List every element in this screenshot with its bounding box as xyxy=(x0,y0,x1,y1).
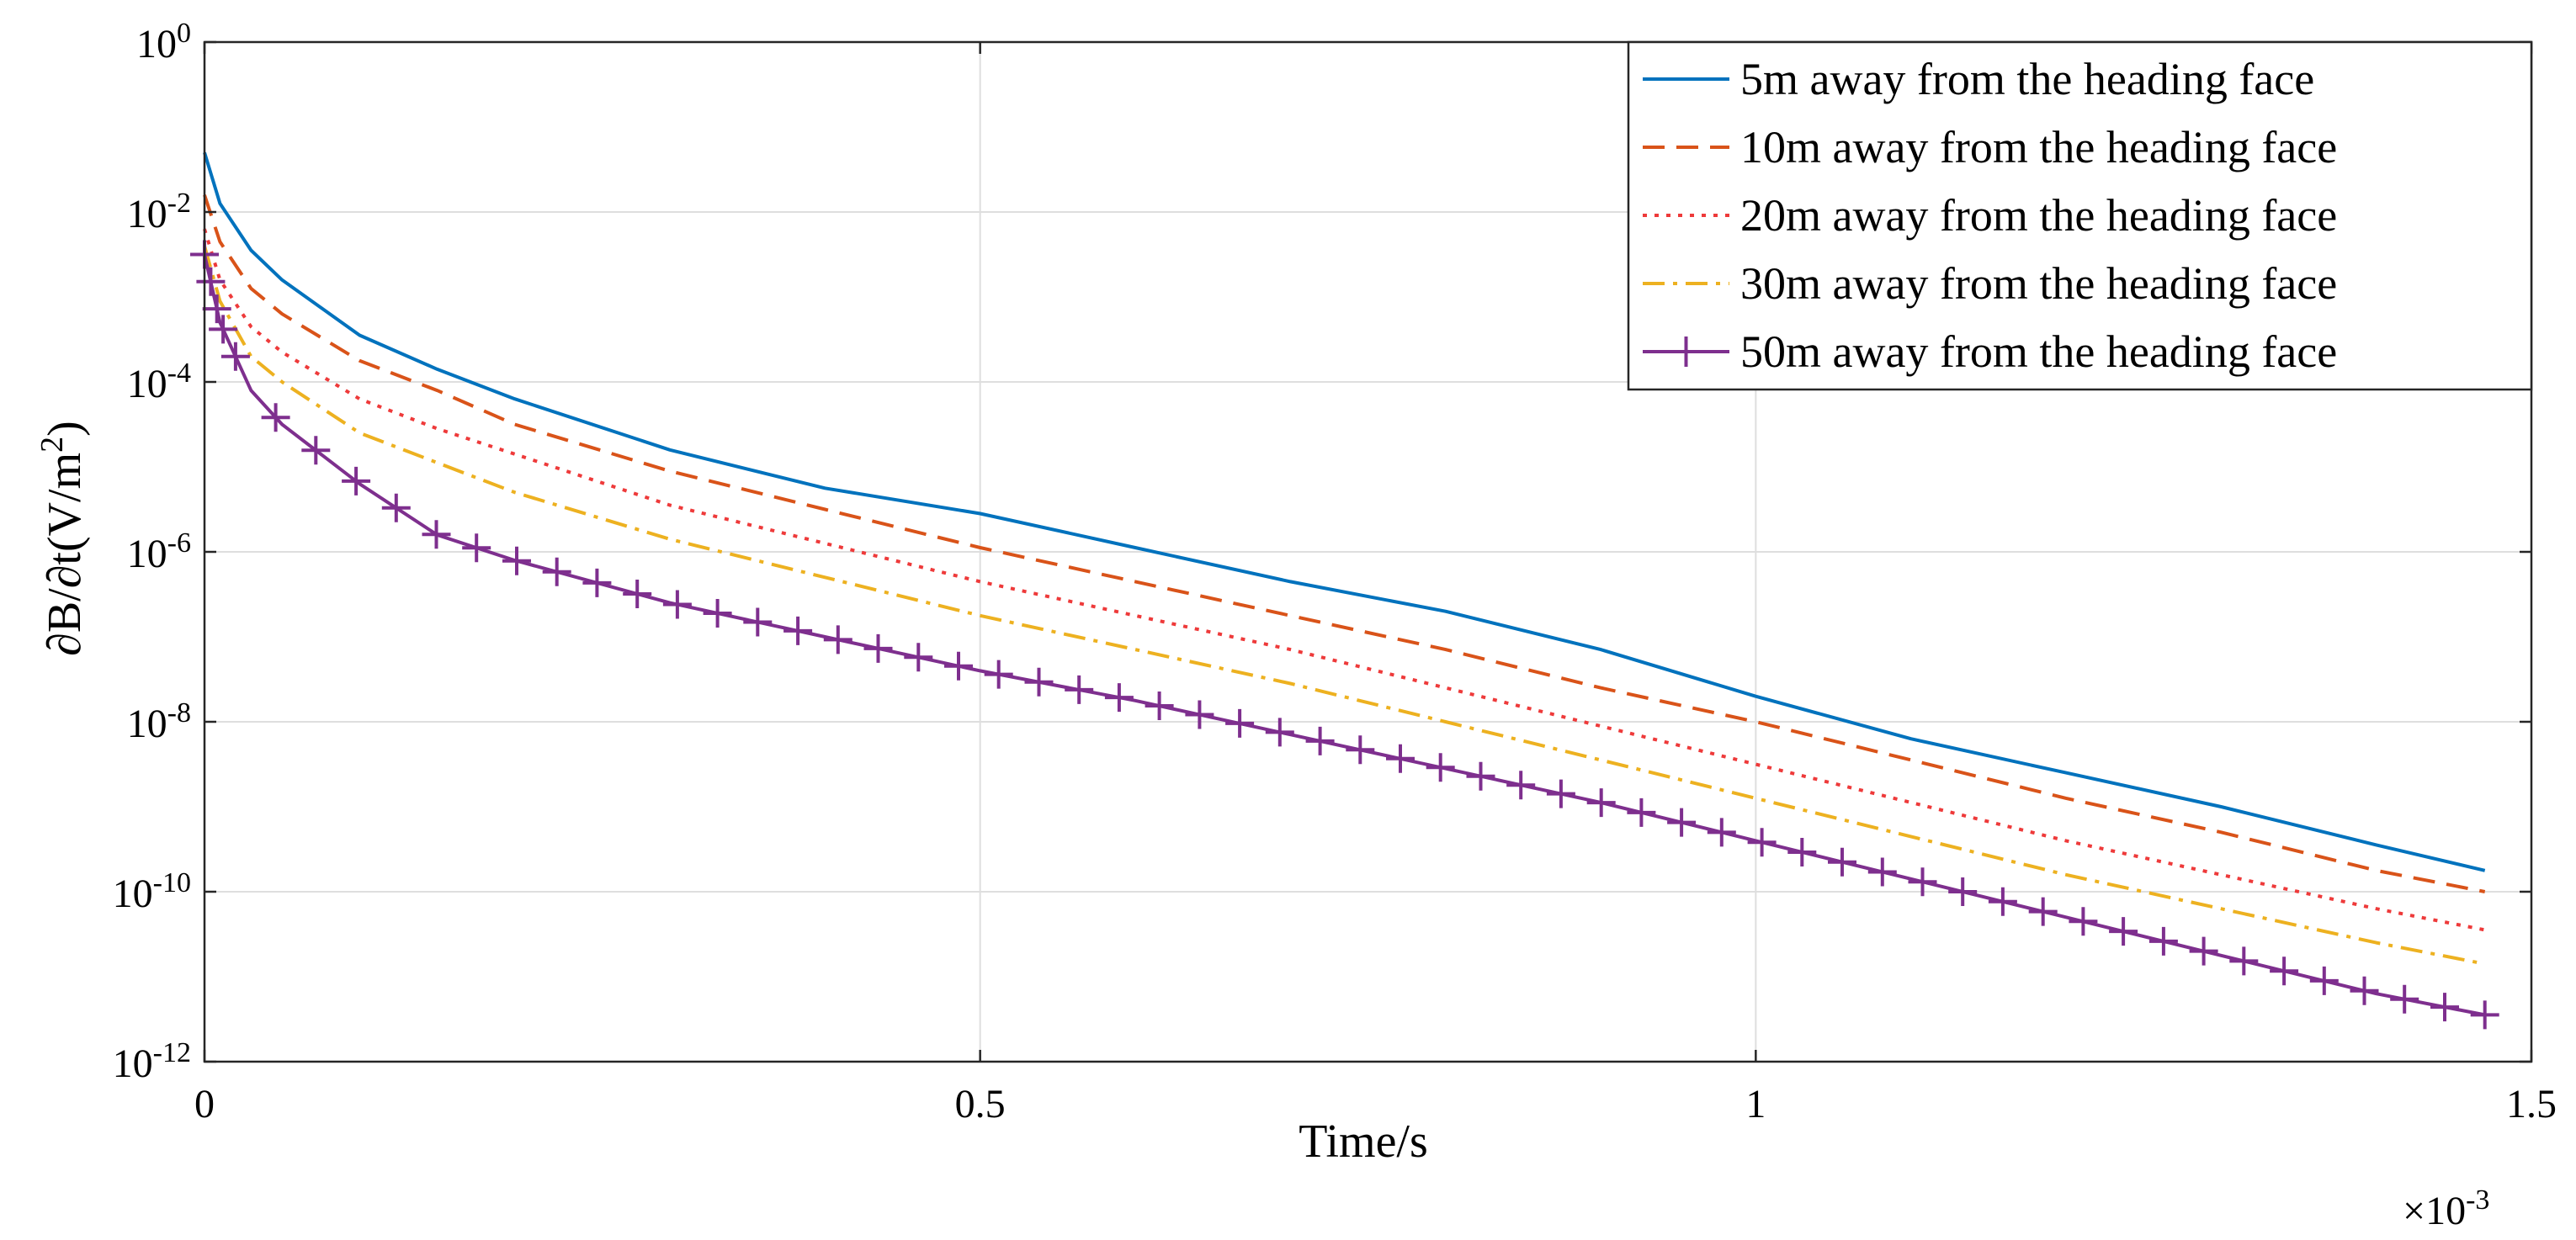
plot-frame xyxy=(203,40,2533,1063)
series-marker-4 xyxy=(863,633,893,663)
series-marker-4 xyxy=(2309,966,2339,995)
legend-entry-5m: 5m away from the heading face xyxy=(1643,54,2314,104)
series-line-0 xyxy=(203,151,2486,872)
series-marker-4 xyxy=(2069,907,2098,936)
series-marker-4 xyxy=(422,520,451,549)
series-marker-4 xyxy=(904,643,933,672)
series-marker-4 xyxy=(462,533,491,563)
y-tick-label: 10-8 xyxy=(127,697,191,747)
series-marker-4 xyxy=(1265,718,1294,747)
series-marker-4 xyxy=(2430,993,2459,1022)
series-marker-4 xyxy=(1104,683,1134,713)
series-marker-4 xyxy=(2229,946,2259,976)
series-marker-4 xyxy=(703,599,732,628)
legend-entry-30m: 30m away from the heading face xyxy=(1643,258,2337,309)
series-marker-4 xyxy=(196,267,226,296)
series-marker-4 xyxy=(202,294,231,324)
series-marker-4 xyxy=(1386,744,1415,773)
series-marker-4 xyxy=(743,607,773,637)
series-marker-4 xyxy=(342,466,371,495)
y-tick-label: 10-6 xyxy=(127,527,191,577)
series-marker-4 xyxy=(1466,761,1495,791)
series-line-1 xyxy=(203,194,2486,893)
series-marker-4 xyxy=(1426,753,1455,782)
x-tick-label: 1 xyxy=(1745,1082,1766,1126)
series-marker-4 xyxy=(2189,936,2218,966)
legend-entry-10m: 10m away from the heading face xyxy=(1643,122,2337,172)
series-marker-4 xyxy=(2470,1000,2499,1030)
series-marker-4 xyxy=(1225,708,1255,738)
legend-label-10m: 10m away from the heading face xyxy=(1740,122,2337,172)
series-marker-4 xyxy=(381,493,411,522)
series-marker-4 xyxy=(1185,700,1214,729)
series-marker-4 xyxy=(1908,867,1937,897)
series-marker-4 xyxy=(2270,956,2299,986)
legend-marker-50m xyxy=(1670,336,1702,367)
series-marker-4 xyxy=(1305,726,1335,755)
legend-label-30m: 30m away from the heading face xyxy=(1740,258,2337,309)
series-marker-4 xyxy=(1024,667,1054,697)
series-marker-4 xyxy=(2109,917,2138,946)
legend-label-5m: 5m away from the heading face xyxy=(1740,54,2314,104)
series-marker-4 xyxy=(1627,798,1656,827)
series-marker-4 xyxy=(1747,828,1777,857)
series-marker-4 xyxy=(783,616,813,645)
series-marker-4 xyxy=(301,436,331,465)
series-marker-4 xyxy=(1506,771,1536,800)
legend-label-50m: 50m away from the heading face xyxy=(1740,326,2337,377)
x-tick-label: 1.5 xyxy=(2506,1082,2557,1126)
y-tick-label: 100 xyxy=(136,18,191,67)
y-tick-label: 10-4 xyxy=(127,358,191,407)
series-line-2 xyxy=(203,228,2486,932)
series-marker-4 xyxy=(261,403,290,432)
y-tick-label: 10-12 xyxy=(113,1037,191,1087)
series-marker-4 xyxy=(2148,926,2178,956)
legend-entry-20m: 20m away from the heading face xyxy=(1643,190,2337,241)
legend-label-20m: 20m away from the heading face xyxy=(1740,190,2337,241)
x-tick-label: 0 xyxy=(194,1082,215,1126)
series-marker-4 xyxy=(1988,887,2017,916)
series-marker-4 xyxy=(2028,897,2058,926)
series-marker-4 xyxy=(1346,735,1375,765)
legend-box xyxy=(1627,40,2533,391)
series-marker-4 xyxy=(984,660,1013,689)
series-marker-4 xyxy=(1948,877,1978,906)
legend: 5m away from the heading face 10m away f… xyxy=(1627,40,2533,391)
series-marker-4 xyxy=(1586,788,1616,818)
series-marker-4 xyxy=(1667,808,1697,837)
series-marker-4 xyxy=(220,342,250,371)
series-marker-4 xyxy=(1707,818,1736,847)
y-tick-label: 10-10 xyxy=(113,867,191,917)
series-marker-4 xyxy=(1145,692,1174,720)
x-tick-label: 0.5 xyxy=(955,1082,1006,1126)
x-axis-label: Time/s xyxy=(1299,1115,1428,1168)
series-marker-4 xyxy=(502,546,531,575)
series-marker-4 xyxy=(823,625,852,654)
legend-entry-50m: 50m away from the heading face xyxy=(1643,326,2337,377)
series-line-3 xyxy=(203,245,2486,966)
x-scale-multiplier: ×10-3 xyxy=(2403,1184,2489,1234)
series-marker-4 xyxy=(1787,838,1817,866)
series-marker-4 xyxy=(1867,857,1897,887)
series-marker-4 xyxy=(1828,847,1856,877)
series-marker-4 xyxy=(1065,675,1094,704)
series-marker-4 xyxy=(1546,779,1575,808)
series-layer xyxy=(190,151,2499,1030)
y-axis-label: ∂B/∂t(V/m2) xyxy=(35,421,91,656)
series-marker-4 xyxy=(582,568,612,597)
series-marker-4 xyxy=(542,557,571,586)
series-marker-4 xyxy=(623,580,652,608)
y-tick-label: 10-2 xyxy=(127,188,191,237)
series-marker-4 xyxy=(944,651,973,681)
series-marker-4 xyxy=(2350,976,2379,1005)
series-marker-4 xyxy=(2390,984,2419,1014)
series-marker-4 xyxy=(662,590,692,619)
series-marker-4 xyxy=(209,315,238,344)
